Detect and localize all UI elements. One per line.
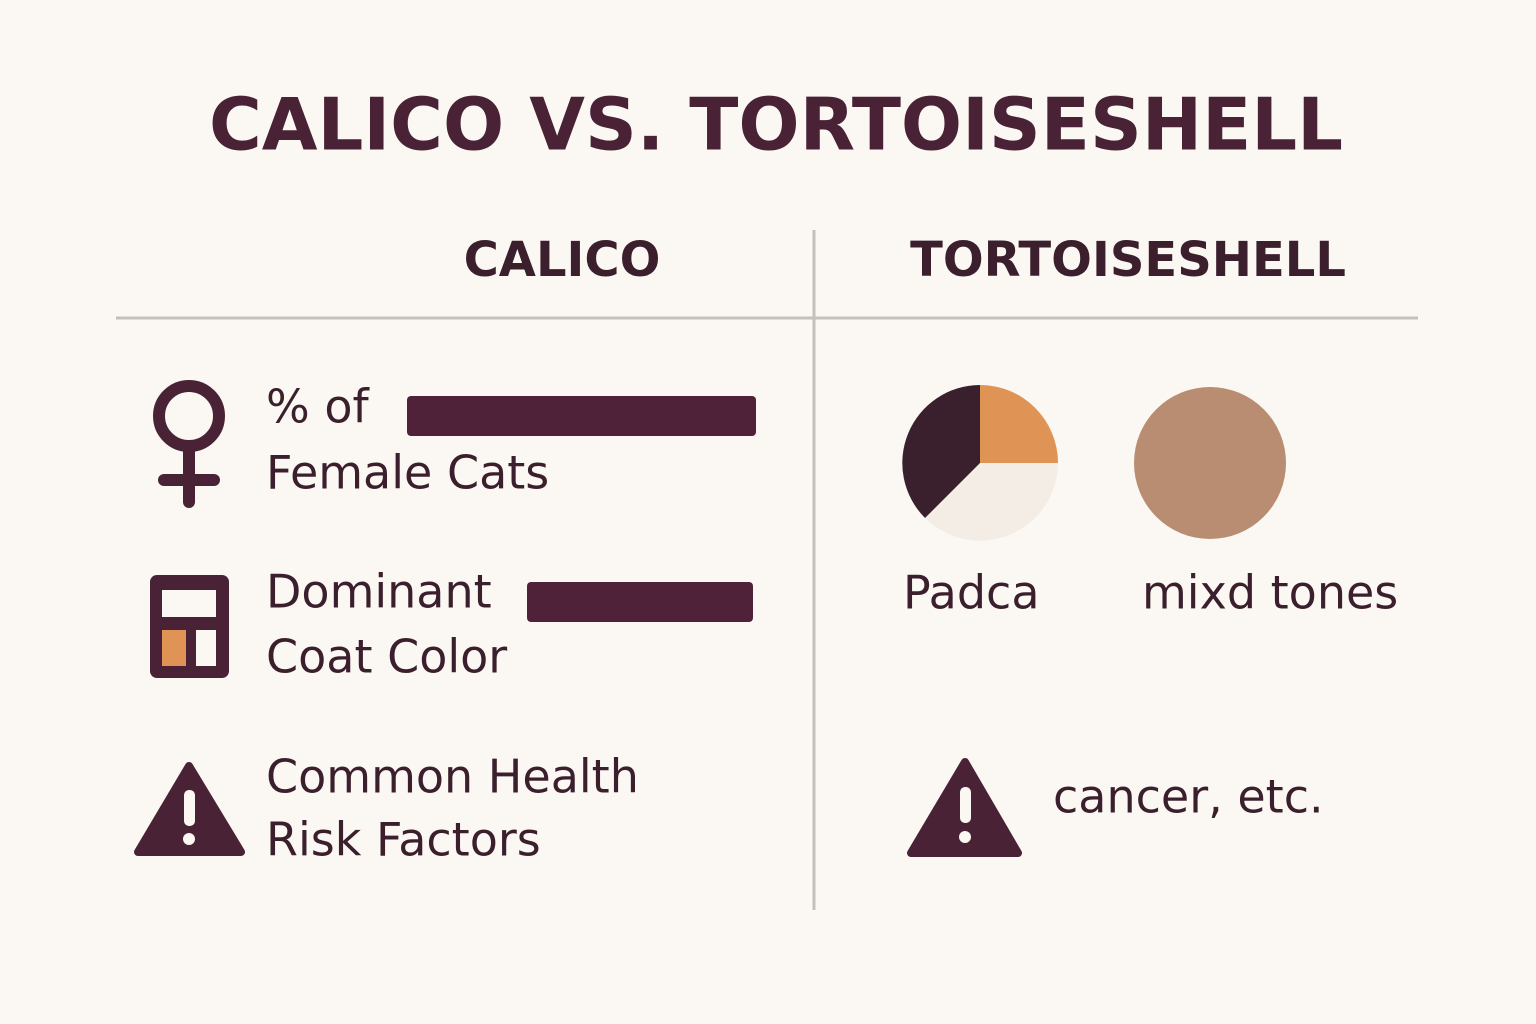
color-label: Padca	[903, 566, 1040, 620]
row-label: Coat Color	[266, 630, 507, 684]
row-label: Female Cats	[266, 446, 549, 500]
placeholder-bar	[527, 582, 753, 622]
row-label: Risk Factors	[266, 813, 541, 867]
female-icon	[153, 380, 225, 508]
color-label: mixd tones	[1142, 566, 1398, 620]
health-label: cancer, etc.	[1053, 770, 1324, 824]
column-header: TORTOISESHELL	[910, 232, 1346, 288]
column-header: CALICO	[464, 232, 661, 288]
row-label: Common Health	[266, 750, 639, 804]
row-label: Dominant	[266, 565, 492, 619]
row-label: % of	[266, 380, 370, 434]
warning-icon	[907, 758, 1022, 857]
pie-icon	[902, 385, 1058, 541]
title: CALICO VS. TORTOISESHELL	[209, 83, 1343, 167]
placeholder-bar	[407, 396, 756, 436]
warning-icon	[134, 762, 245, 856]
tone-swatch	[1134, 387, 1286, 539]
coat-icon	[150, 575, 229, 678]
